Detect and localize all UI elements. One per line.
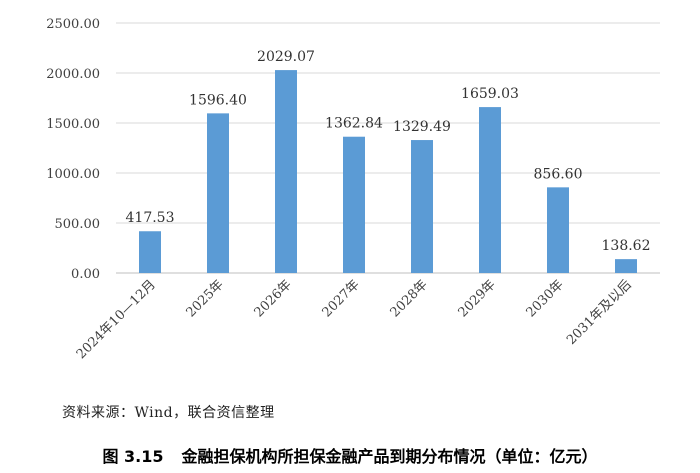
data-label: 1659.03 [461, 86, 519, 102]
bar [615, 259, 637, 273]
gridlines [116, 22, 660, 274]
bar [411, 140, 433, 273]
source-note: 资料来源：Wind，联合资信整理 [62, 405, 275, 421]
data-label: 856.60 [534, 166, 583, 182]
y-tick-label: 1500.00 [46, 117, 100, 132]
y-tick-label: 500.00 [55, 217, 101, 232]
bar [547, 187, 569, 273]
x-tick-label: 2031年及以后 [564, 277, 635, 348]
y-axis-tick-labels: 0.00 500.00 1000.00 1500.00 2000.00 2500.00 [46, 17, 100, 282]
figure-number: 图 3.15 [102, 447, 164, 466]
figure-caption: 图 3.15 金融担保机构所担保金融产品到期分布情况（单位：亿元） [0, 443, 700, 467]
bar [479, 107, 501, 273]
x-tick-label: 2025年 [184, 277, 227, 320]
y-tick-label: 2500.00 [46, 17, 100, 32]
bar [275, 70, 297, 273]
data-label: 417.53 [126, 210, 175, 226]
x-tick-label: 2026年 [252, 277, 295, 320]
x-tick-label: 2030年 [524, 277, 567, 320]
x-axis-tick-labels: 2024年10—12月 2025年 2026年 2027年 2028年 2029年 2030… [74, 277, 635, 362]
data-label: 1362.84 [325, 116, 383, 132]
bar [139, 231, 161, 273]
figure-caption-text: 金融担保机构所担保金融产品到期分布情况（单位：亿元） [181, 447, 598, 466]
x-tick-label: 2027年 [320, 277, 363, 320]
data-label: 1329.49 [393, 119, 451, 135]
bars [139, 70, 637, 273]
data-label: 2029.07 [257, 49, 315, 65]
data-label: 1596.40 [189, 92, 247, 108]
y-tick-label: 2000.00 [46, 67, 100, 82]
x-tick-label: 2024年10—12月 [74, 277, 159, 362]
bar [207, 113, 229, 273]
data-labels: 417.53 1596.40 2029.07 1362.84 1329.49 1659.0… [126, 49, 651, 254]
y-tick-label: 0.00 [71, 267, 100, 282]
bar [343, 136, 365, 273]
y-tick-label: 1000.00 [46, 167, 100, 182]
x-tick-label: 2029年 [456, 277, 499, 320]
data-label: 138.62 [602, 238, 651, 254]
x-tick-label: 2028年 [388, 277, 431, 320]
bar-chart: 0.00 500.00 1000.00 1500.00 2000.00 2500.00 4… [46, 17, 660, 362]
